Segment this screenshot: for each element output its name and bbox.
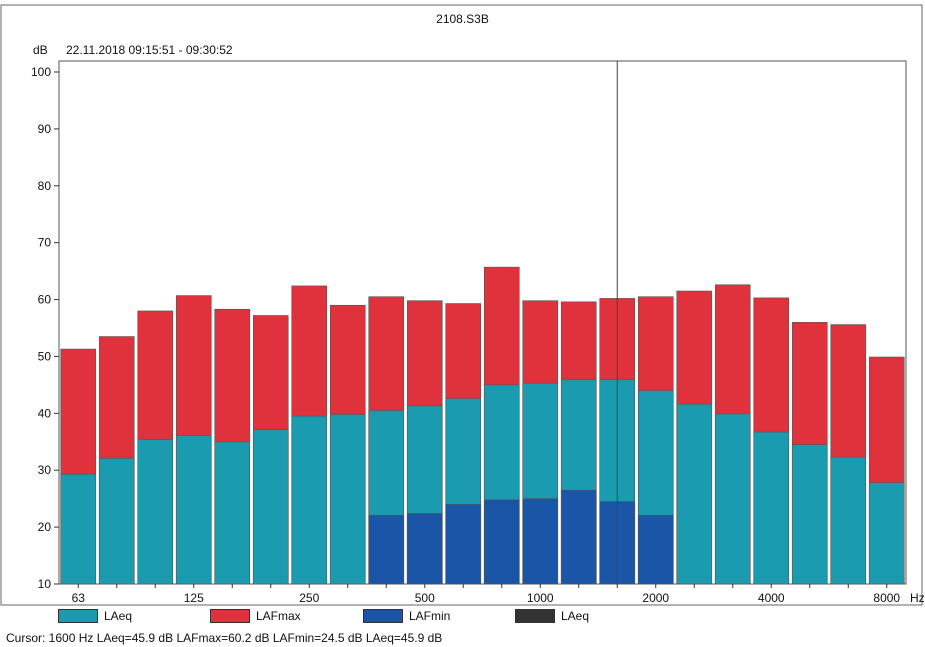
bar-laeq [175,435,212,585]
bar-lafmin [445,504,482,585]
bar-laeq [791,444,828,585]
y-tick-label: 40 [38,406,52,420]
bar-laeq [291,415,328,585]
y-tick-label: 70 [38,236,52,250]
y-tick-label: 90 [38,122,52,136]
y-tick-label: 50 [38,349,52,363]
x-tick-label: 500 [415,591,435,605]
bar-laeq [714,413,751,585]
bar-lafmin [483,499,520,585]
x-tick-label: 125 [184,591,204,605]
legend-swatch-laeq-total [515,609,555,623]
bar-lafmin [522,498,559,585]
spectrum-bar-chart[interactable]: 10 20 30 40 50 60 70 80 90 100 63 125 250 500 1000 2000… [0,0,925,610]
legend-swatch-laeq [58,609,98,623]
legend-label-lafmin: LAFmin [409,609,451,623]
bar-laeq [676,403,713,585]
legend-swatch-lafmax [210,609,250,623]
legend-label-lafmax: LAFmax [256,609,301,623]
y-tick-label: 60 [38,293,52,307]
bar-laeq [753,431,790,585]
bar-lafmin [560,489,597,585]
bar-laeq [830,456,867,585]
bar-laeq [60,473,97,585]
cursor-readout: Cursor: 1600 Hz LAeq=45.9 dB LAFmax=60.2… [6,631,443,645]
legend-swatch-lafmin [363,609,403,623]
x-tick-label: 8000 [873,591,900,605]
legend-label-laeq-total: LAeq [561,609,590,623]
x-tick-label: 2000 [642,591,669,605]
y-tick-label: 100 [31,65,51,79]
bar-laeq [98,457,135,585]
y-tick-label: 80 [38,179,52,193]
y-axis-unit-label: dB [33,43,48,57]
y-tick-label: 10 [38,577,52,591]
time-range-label: 22.11.2018 09:15:51 - 09:30:52 [66,43,233,57]
x-tick-label: 63 [72,591,86,605]
bar-laeq [329,414,366,585]
x-axis-unit-label: Hz [910,591,925,605]
y-tick-label: 20 [38,520,52,534]
x-tick-label: 1000 [527,591,554,605]
x-tick-label: 250 [299,591,319,605]
bar-lafmin [406,513,443,585]
outer-frame [0,4,923,606]
bar-laeq [252,429,289,585]
y-tick-label: 30 [38,463,52,477]
bar-laeq [868,482,905,585]
bar-lafmin [368,514,405,585]
bar-laeq [137,439,174,585]
x-tick-label: 4000 [758,591,785,605]
chart-title: 2108.S3B [436,12,489,26]
bar-lafmin [637,514,674,585]
legend-label-laeq: LAeq [104,609,133,623]
bar-laeq [214,441,251,585]
